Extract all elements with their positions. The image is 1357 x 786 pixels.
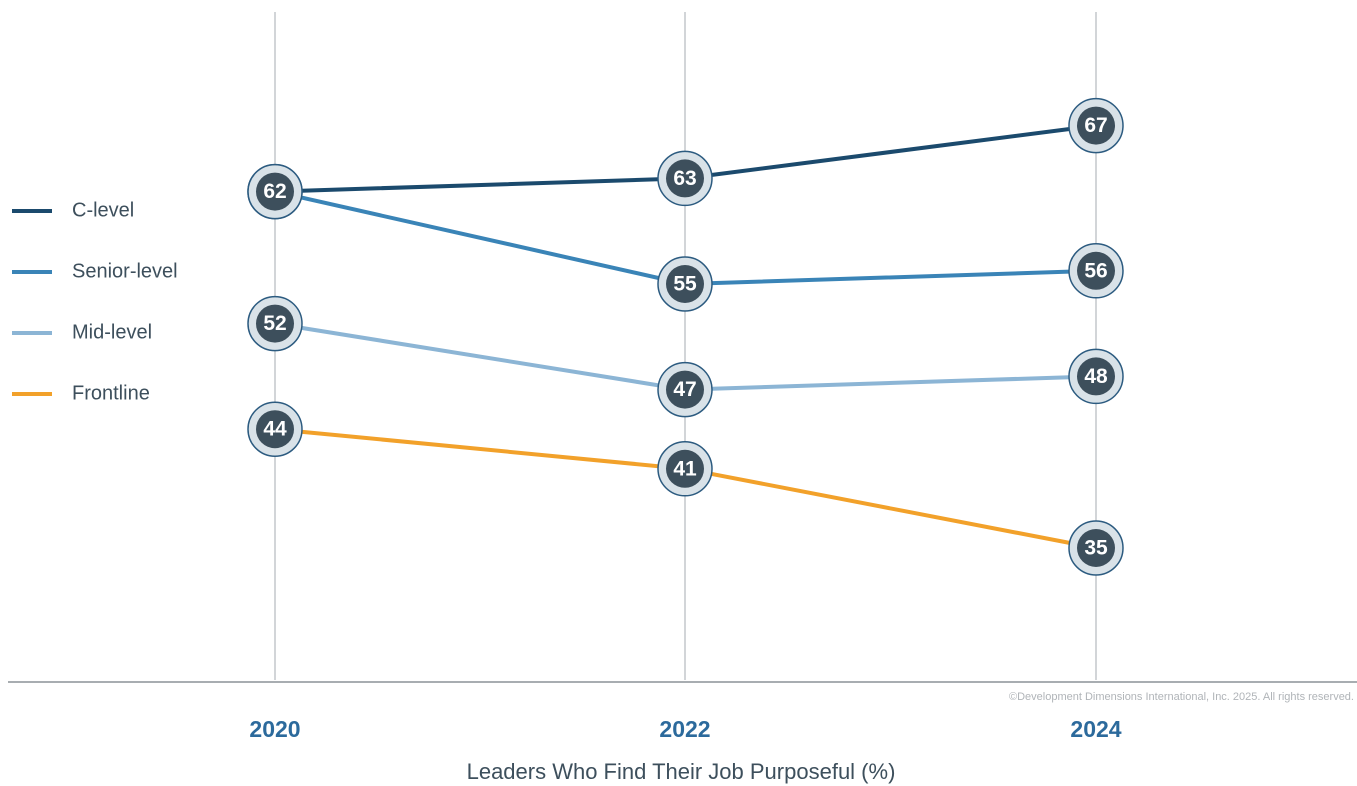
data-label: 41	[673, 457, 697, 480]
data-label: 47	[673, 378, 696, 401]
data-label: 44	[263, 418, 287, 441]
data-label: 55	[673, 273, 697, 296]
marker	[1077, 529, 1115, 567]
legend-label: Mid-level	[72, 321, 152, 343]
marker	[1077, 106, 1115, 145]
marker	[666, 370, 704, 409]
x-tick-label: 2020	[249, 716, 300, 742]
legend-label: Senior-level	[72, 260, 178, 282]
data-label: 56	[1084, 259, 1107, 282]
data-label: 52	[263, 312, 286, 335]
marker	[256, 172, 294, 211]
footnote: ©Development Dimensions International, I…	[1009, 691, 1354, 703]
x-tick-label: 2024	[1070, 716, 1121, 742]
data-label: 67	[1084, 114, 1107, 137]
marker	[1077, 251, 1115, 290]
data-label: 48	[1084, 365, 1108, 388]
data-label: 63	[673, 167, 696, 190]
marker	[666, 159, 704, 198]
data-label: 35	[1084, 537, 1108, 560]
legend-label: Frontline	[72, 382, 150, 404]
marker	[666, 265, 704, 303]
marker	[256, 304, 294, 343]
x-tick-label: 2022	[659, 716, 710, 742]
marker	[256, 410, 294, 449]
x-axis-title: Leaders Who Find Their Job Purposeful (%…	[467, 759, 896, 784]
data-label: 62	[263, 180, 286, 203]
legend-label: C-level	[72, 199, 134, 221]
marker	[666, 449, 704, 488]
marker	[1077, 357, 1115, 396]
